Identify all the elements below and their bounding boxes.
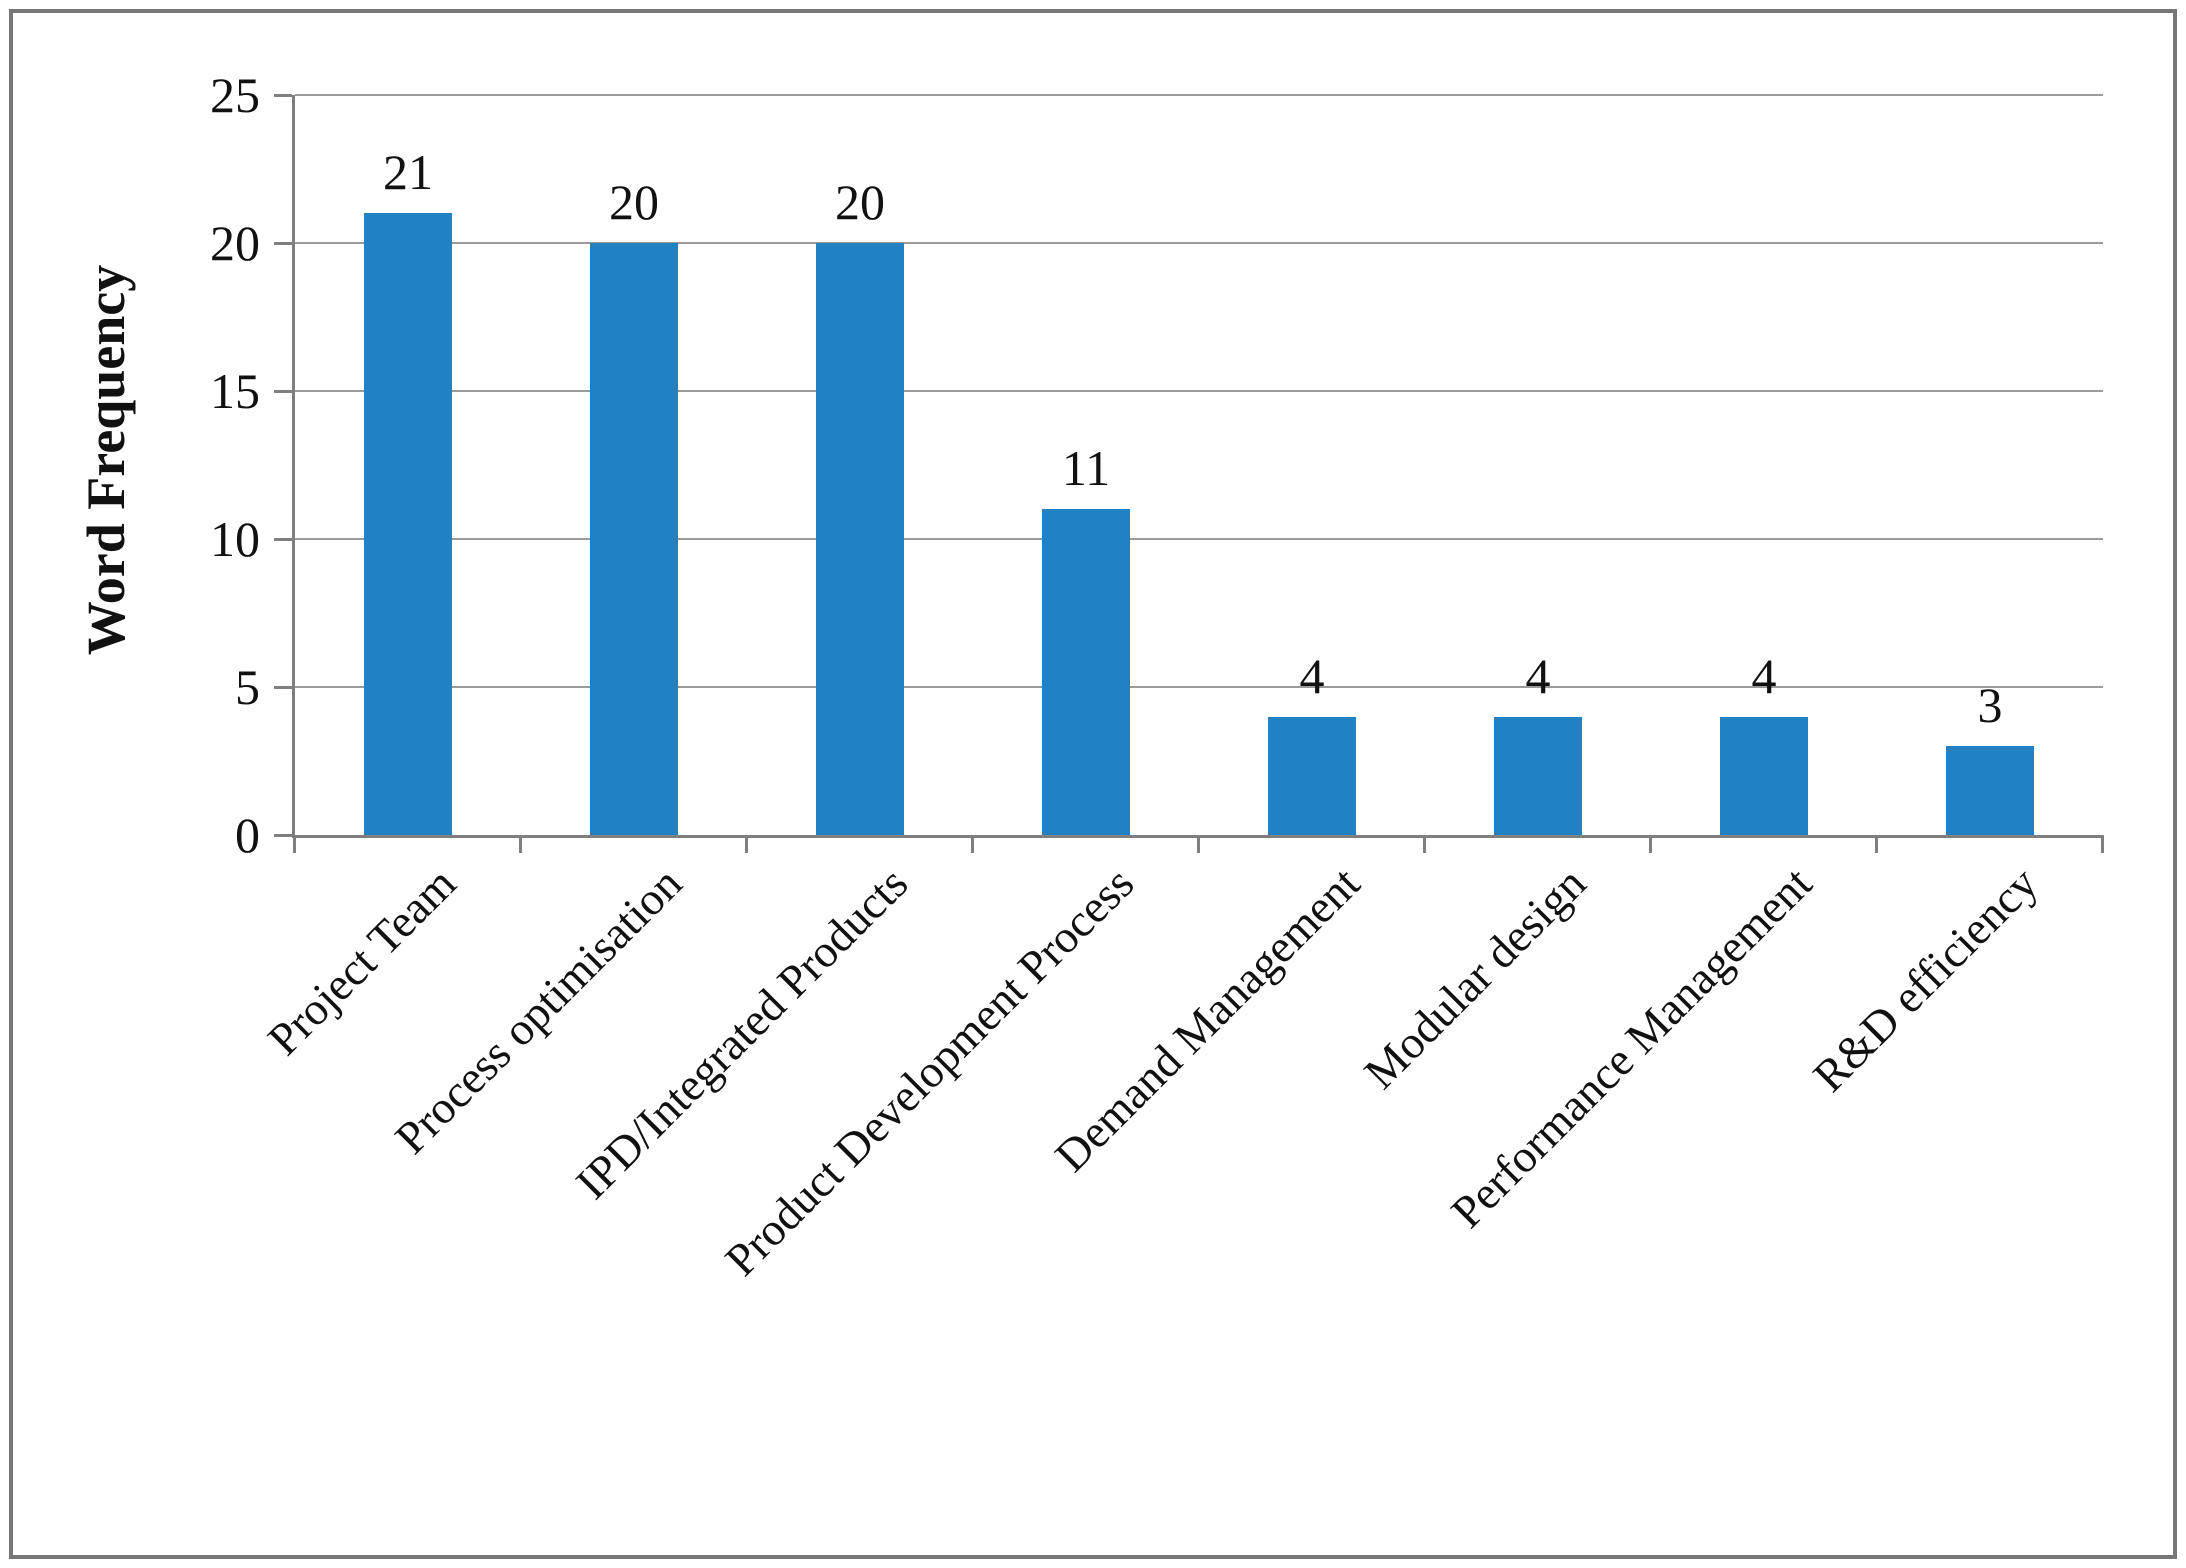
- bar-value-label-3: 20: [835, 174, 885, 230]
- bar-8: [1946, 746, 2034, 835]
- x-tick-mark-5: [1423, 835, 1426, 853]
- x-tick-mark-8: [2101, 835, 2104, 853]
- x-tick-mark-4: [1197, 835, 1200, 853]
- x-category-label-8: R&D efficiency: [1803, 857, 2048, 1102]
- x-tick-mark-1: [519, 835, 522, 853]
- y-tick-mark-0: [274, 834, 292, 837]
- bar-value-label-7: 4: [1751, 648, 1777, 704]
- y-axis-title: Word Frequency: [76, 264, 136, 656]
- bar-4: [1042, 509, 1130, 835]
- y-tick-mark-25: [274, 94, 292, 97]
- y-tick-label-10: 10: [210, 511, 260, 567]
- y-tick-mark-15: [274, 390, 292, 393]
- y-tick-label-0: 0: [235, 807, 260, 863]
- gridline-y-15: [295, 390, 2103, 392]
- bar-1: [364, 213, 452, 835]
- gridline-y-25: [295, 94, 2103, 96]
- gridline-y-10: [295, 538, 2103, 540]
- y-tick-mark-5: [274, 686, 292, 689]
- x-tick-mark-7: [1875, 835, 1878, 853]
- bar-5: [1268, 717, 1356, 835]
- bar-value-label-2: 20: [609, 174, 659, 230]
- bar-2: [590, 243, 678, 835]
- y-axis-line: [292, 95, 295, 835]
- y-tick-label-15: 15: [210, 363, 260, 419]
- y-tick-label-20: 20: [210, 215, 260, 271]
- bar-value-label-8: 3: [1977, 677, 2003, 733]
- gridline-y-5: [295, 686, 2103, 688]
- y-tick-mark-10: [274, 538, 292, 541]
- bar-7: [1720, 717, 1808, 835]
- bar-value-label-5: 4: [1299, 648, 1325, 704]
- y-tick-mark-20: [274, 242, 292, 245]
- y-tick-label-25: 25: [210, 67, 260, 123]
- bar-value-label-1: 21: [383, 144, 433, 200]
- x-tick-mark-0: [293, 835, 296, 853]
- bar-value-label-4: 11: [1061, 440, 1111, 496]
- x-tick-mark-6: [1649, 835, 1652, 853]
- x-tick-mark-2: [745, 835, 748, 853]
- bar-3: [816, 243, 904, 835]
- gridline-y-20: [295, 242, 2103, 244]
- bar-value-label-6: 4: [1525, 648, 1551, 704]
- bar-6: [1494, 717, 1582, 835]
- x-tick-mark-3: [971, 835, 974, 853]
- y-tick-label-5: 5: [235, 659, 260, 715]
